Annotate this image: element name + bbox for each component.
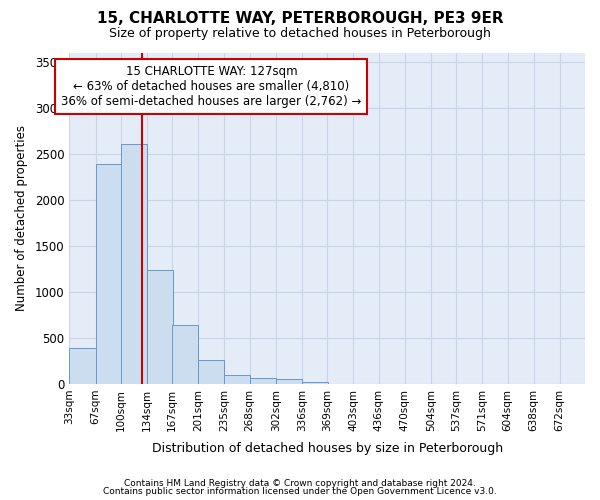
Bar — [250, 378, 276, 384]
Bar — [95, 164, 122, 384]
Y-axis label: Number of detached properties: Number of detached properties — [15, 125, 28, 311]
Text: 15, CHARLOTTE WAY, PETERBOROUGH, PE3 9ER: 15, CHARLOTTE WAY, PETERBOROUGH, PE3 9ER — [97, 11, 503, 26]
Bar — [172, 325, 199, 384]
Text: Size of property relative to detached houses in Peterborough: Size of property relative to detached ho… — [109, 28, 491, 40]
Bar — [147, 270, 173, 384]
Text: 15 CHARLOTTE WAY: 127sqm
← 63% of detached houses are smaller (4,810)
36% of sem: 15 CHARLOTTE WAY: 127sqm ← 63% of detach… — [61, 66, 362, 108]
Bar — [302, 382, 328, 384]
Bar — [276, 379, 302, 384]
Bar — [121, 144, 147, 384]
X-axis label: Distribution of detached houses by size in Peterborough: Distribution of detached houses by size … — [152, 442, 503, 455]
Bar — [224, 374, 250, 384]
Bar — [70, 348, 95, 384]
Bar — [199, 360, 224, 384]
Text: Contains public sector information licensed under the Open Government Licence v3: Contains public sector information licen… — [103, 487, 497, 496]
Text: Contains HM Land Registry data © Crown copyright and database right 2024.: Contains HM Land Registry data © Crown c… — [124, 478, 476, 488]
